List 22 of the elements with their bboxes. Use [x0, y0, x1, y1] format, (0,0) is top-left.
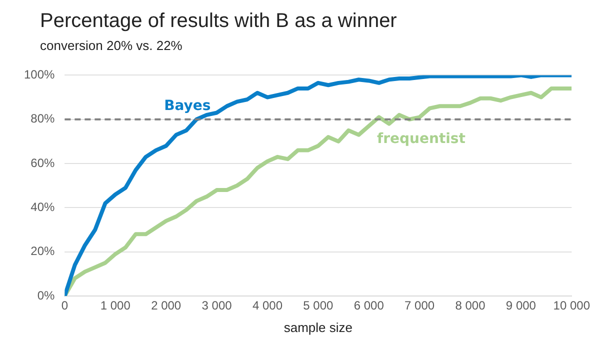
- y-tick-label: 0%: [37, 288, 56, 302]
- x-tick-label: 7 000: [404, 298, 435, 313]
- x-tick-label: 5 000: [303, 298, 334, 313]
- chart-subtitle: conversion 20% vs. 22%: [40, 38, 182, 53]
- x-tick-label: 6 000: [354, 298, 384, 313]
- x-tick-label: 10 000: [553, 298, 590, 313]
- y-tick-label: 20%: [30, 244, 56, 258]
- x-axis-title: sample size: [284, 320, 352, 335]
- x-tick-label: 3 000: [202, 298, 232, 313]
- x-tick-label: 2 000: [151, 298, 182, 313]
- x-tick-label: 8 000: [455, 298, 486, 313]
- series-label: frequentist: [377, 131, 466, 148]
- x-tick-label: 9 000: [506, 298, 536, 313]
- x-tick-label: 1 000: [100, 298, 131, 313]
- y-tick-label: 80%: [30, 112, 56, 126]
- chart-title: Percentage of results with B as a winner: [40, 10, 397, 33]
- y-tick-label: 40%: [30, 200, 56, 214]
- x-tick-label: 0: [61, 298, 68, 313]
- y-tick-label: 60%: [30, 156, 56, 170]
- y-tick-label: 100%: [24, 68, 56, 82]
- x-tick-label: 4 000: [252, 298, 283, 313]
- series-label: Bayes: [164, 98, 211, 114]
